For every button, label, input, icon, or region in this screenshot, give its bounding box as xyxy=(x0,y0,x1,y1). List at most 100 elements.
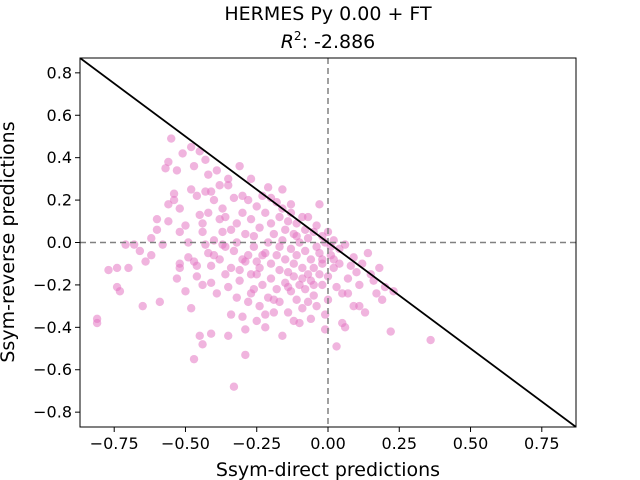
data-point xyxy=(115,287,125,296)
data-point xyxy=(198,219,207,228)
data-point xyxy=(238,191,247,201)
data-point xyxy=(186,304,196,313)
y-tick-label: 0.4 xyxy=(47,148,72,167)
data-point xyxy=(255,263,264,273)
data-point xyxy=(226,263,236,273)
data-point xyxy=(175,204,184,213)
data-point xyxy=(232,219,241,228)
data-point xyxy=(298,274,307,283)
chart-subtitle: R2: -2.886 xyxy=(281,29,376,53)
data-point xyxy=(312,301,321,311)
data-point xyxy=(175,227,184,237)
y-tick-label: −0.6 xyxy=(33,360,72,379)
x-tick-label: −0.75 xyxy=(90,434,139,453)
data-point xyxy=(112,263,122,273)
data-point xyxy=(315,248,324,258)
data-point xyxy=(252,270,261,279)
data-point xyxy=(375,263,384,273)
data-point xyxy=(224,174,233,184)
data-point xyxy=(224,331,233,341)
data-point xyxy=(192,272,202,281)
data-point xyxy=(172,274,182,283)
data-point xyxy=(252,316,261,326)
data-point xyxy=(309,291,318,300)
y-tick-label: −0.8 xyxy=(33,403,72,422)
data-point xyxy=(281,255,290,264)
data-point xyxy=(201,240,210,249)
data-point xyxy=(275,265,284,275)
data-point xyxy=(261,323,270,332)
data-point xyxy=(332,342,341,351)
data-point xyxy=(224,181,233,190)
data-point xyxy=(192,191,202,201)
data-point xyxy=(340,240,350,249)
data-point xyxy=(303,212,313,222)
data-point xyxy=(221,242,230,251)
data-point xyxy=(320,310,330,319)
data-point xyxy=(209,195,219,205)
data-point xyxy=(201,155,210,164)
data-point xyxy=(195,210,204,220)
data-point xyxy=(363,248,373,258)
data-point xyxy=(275,242,284,251)
data-point xyxy=(360,308,370,317)
data-point xyxy=(226,310,236,319)
data-point xyxy=(92,318,102,328)
data-point xyxy=(292,295,301,304)
points-layer xyxy=(92,134,435,391)
x-tick-label: −0.25 xyxy=(232,434,281,453)
data-point xyxy=(278,185,287,194)
y-tick-label: 0.6 xyxy=(47,106,72,125)
data-point xyxy=(340,323,350,332)
data-point xyxy=(426,335,435,345)
data-point xyxy=(289,316,298,326)
data-point xyxy=(129,240,139,249)
data-point xyxy=(241,229,250,239)
data-point xyxy=(169,195,179,205)
data-point xyxy=(329,255,338,264)
data-point xyxy=(209,236,219,245)
data-point xyxy=(184,238,193,247)
reference-lines xyxy=(80,58,576,427)
data-point xyxy=(235,161,244,171)
data-point xyxy=(161,164,170,173)
data-point xyxy=(286,200,296,209)
data-point xyxy=(206,278,216,287)
data-point xyxy=(258,280,267,290)
data-point xyxy=(318,255,327,264)
data-point xyxy=(138,301,147,311)
data-point xyxy=(306,314,316,324)
data-point xyxy=(158,240,167,249)
x-tick-label: −0.50 xyxy=(161,434,210,453)
data-point xyxy=(212,166,222,175)
data-point xyxy=(355,280,364,290)
data-point xyxy=(380,282,390,292)
data-point xyxy=(303,234,313,243)
data-point xyxy=(300,284,310,294)
data-point xyxy=(167,134,176,143)
data-point xyxy=(318,280,327,290)
x-axis-label: Ssym-direct predictions xyxy=(216,459,440,480)
data-point xyxy=(152,214,162,224)
data-point xyxy=(263,183,273,192)
data-point xyxy=(232,293,241,302)
data-point xyxy=(252,257,261,266)
data-point xyxy=(215,255,224,264)
data-point xyxy=(315,200,324,209)
data-point xyxy=(263,238,273,247)
data-point xyxy=(186,142,196,152)
data-point xyxy=(346,261,356,271)
data-point xyxy=(212,289,222,298)
data-point xyxy=(258,191,267,201)
data-point xyxy=(309,263,318,273)
data-point xyxy=(320,325,330,334)
data-point xyxy=(272,284,281,294)
data-point xyxy=(181,287,190,296)
x-tick-label: 0.00 xyxy=(310,434,346,453)
data-point xyxy=(332,282,341,292)
subtitle-r: R xyxy=(281,31,294,53)
data-point xyxy=(272,251,281,260)
y-tick-label: 0.8 xyxy=(47,63,72,82)
data-point xyxy=(306,255,316,264)
